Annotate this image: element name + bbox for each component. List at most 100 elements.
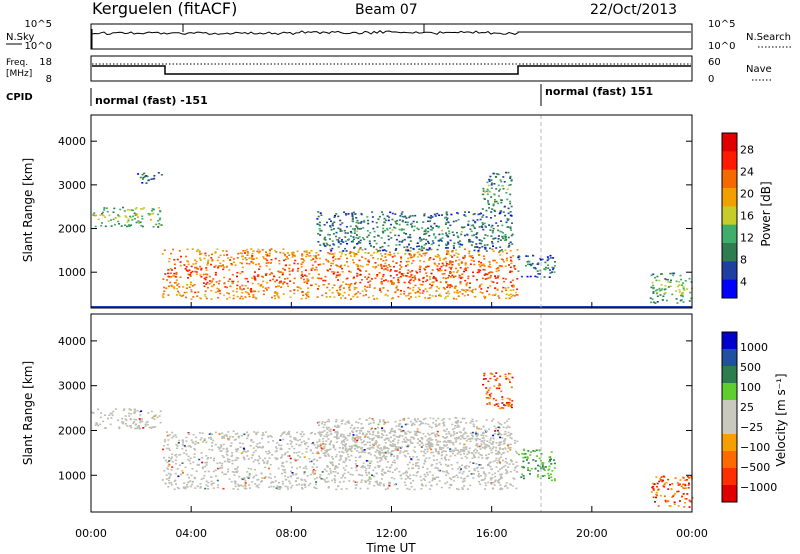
scatter-cell xyxy=(369,462,372,464)
scatter-cell xyxy=(476,434,479,436)
scatter-cell xyxy=(431,443,434,446)
scatter-cell xyxy=(496,276,499,279)
scatter-cell xyxy=(262,293,265,296)
scatter-cell xyxy=(347,434,350,437)
scatter-cell xyxy=(509,226,512,228)
scatter-cell xyxy=(371,427,373,430)
scatter-cell xyxy=(663,293,666,295)
scatter-cell xyxy=(488,445,491,447)
scatter-cell xyxy=(364,480,367,482)
scatter-cell xyxy=(451,468,454,470)
scatter-cell xyxy=(305,275,308,277)
colorbar-swatch xyxy=(722,169,737,189)
scatter-cell xyxy=(416,291,419,293)
scatter-cell xyxy=(286,252,289,254)
scatter-cell xyxy=(491,230,494,233)
scatter-cell xyxy=(383,242,386,244)
scatter-cell xyxy=(398,470,401,473)
scatter-cell xyxy=(371,438,374,440)
scatter-cell xyxy=(506,435,509,437)
scatter-cell xyxy=(400,425,403,428)
scatter-cell xyxy=(352,295,355,298)
colorbar-swatch xyxy=(722,451,737,469)
scatter-cell xyxy=(669,281,672,283)
scatter-cell xyxy=(225,266,228,268)
scatter-cell xyxy=(679,500,681,502)
scatter-cell xyxy=(374,262,377,264)
scatter-cell xyxy=(438,294,440,297)
scatter-cell xyxy=(348,434,351,437)
scatter-cell xyxy=(491,231,494,234)
scatter-cell xyxy=(353,276,355,279)
scatter-cell xyxy=(395,447,398,449)
scatter-cell xyxy=(209,436,212,439)
scatter-cell xyxy=(355,253,358,256)
scatter-cell xyxy=(350,240,353,243)
scatter-cell xyxy=(165,447,168,450)
x-tick-label: 12:00 xyxy=(376,527,408,540)
scatter-cell xyxy=(500,220,502,222)
scatter-cell xyxy=(439,259,442,261)
scatter-cell xyxy=(228,458,231,461)
scatter-cell xyxy=(468,252,471,255)
scatter-cell xyxy=(408,243,410,246)
scatter-cell xyxy=(254,278,257,280)
scatter-cell xyxy=(190,271,193,274)
scatter-cell xyxy=(301,253,304,255)
scatter-cell xyxy=(439,281,442,283)
scatter-cell xyxy=(420,245,423,248)
scatter-cell xyxy=(484,378,487,380)
scatter-cell xyxy=(144,425,147,427)
scatter-cell xyxy=(369,444,372,447)
scatter-cell xyxy=(541,475,544,477)
scatter-cell xyxy=(447,274,450,277)
scatter-cell xyxy=(356,219,359,222)
scatter-cell xyxy=(391,461,394,464)
scatter-cell xyxy=(437,287,440,290)
scatter-cell xyxy=(547,469,550,471)
scatter-cell xyxy=(421,438,424,440)
scatter-cell xyxy=(234,485,237,488)
scatter-cell xyxy=(414,284,417,287)
scatter-cell xyxy=(366,441,369,444)
scatter-cell xyxy=(446,471,449,474)
scatter-cell xyxy=(510,406,513,409)
scatter-cell xyxy=(393,483,396,486)
scatter-cell xyxy=(652,292,655,294)
scatter-cell xyxy=(352,480,355,482)
scatter-cell xyxy=(316,444,319,446)
scatter-cell xyxy=(505,378,508,380)
scatter-cell xyxy=(437,253,439,256)
scatter-cell xyxy=(208,433,211,435)
scatter-cell xyxy=(186,248,189,251)
scatter-cell xyxy=(398,428,401,431)
scatter-cell xyxy=(462,429,465,431)
scatter-cell xyxy=(334,475,337,477)
scatter-cell xyxy=(507,207,510,210)
scatter-cell xyxy=(438,257,441,259)
scatter-cell xyxy=(301,258,304,260)
scatter-cell xyxy=(451,256,454,258)
scatter-cell xyxy=(204,254,207,257)
scatter-cell xyxy=(482,467,485,469)
scatter-cell xyxy=(382,434,385,436)
scatter-cell xyxy=(372,443,374,446)
scatter-cell xyxy=(539,259,542,261)
scatter-cell xyxy=(377,431,380,433)
scatter-cell xyxy=(360,213,363,216)
scatter-cell xyxy=(384,256,387,258)
scatter-cell xyxy=(194,440,197,443)
scatter-cell xyxy=(656,291,659,294)
scatter-cell xyxy=(461,226,464,229)
scatter-cell xyxy=(362,462,365,464)
scatter-cell xyxy=(379,451,381,453)
scatter-cell xyxy=(334,258,337,260)
scatter-cell xyxy=(191,480,194,483)
scatter-cell xyxy=(377,218,380,220)
scatter-cell xyxy=(671,496,674,498)
scatter-cell xyxy=(330,440,333,442)
scatter-cell xyxy=(430,229,433,231)
scatter-cell xyxy=(358,248,361,250)
scatter-cell xyxy=(553,462,556,465)
scatter-cell xyxy=(284,453,286,456)
